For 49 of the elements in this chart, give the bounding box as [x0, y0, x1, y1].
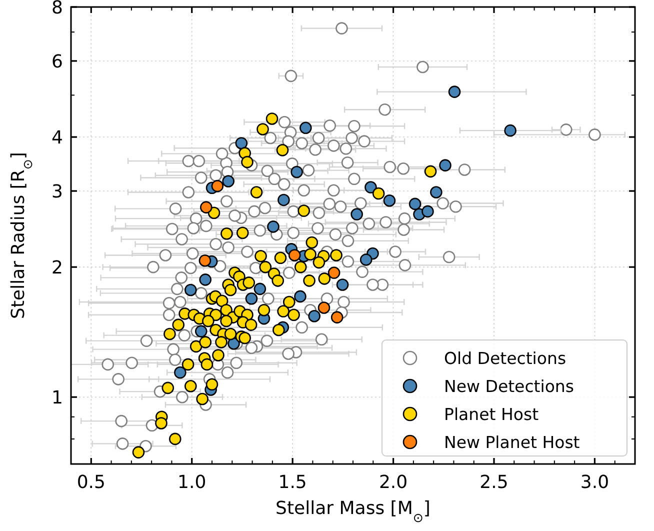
- point: [294, 290, 306, 303]
- point: [222, 175, 234, 188]
- point: [200, 201, 212, 214]
- x-tick-label: 2.0: [378, 472, 408, 493]
- point: [308, 310, 320, 322]
- point: [439, 159, 452, 172]
- y-tick-label: 6: [52, 51, 63, 72]
- point: [364, 181, 377, 194]
- point: [430, 186, 442, 198]
- point: [448, 86, 461, 98]
- point: [278, 194, 290, 206]
- point: [408, 198, 422, 210]
- point: [360, 254, 372, 266]
- point: [194, 325, 208, 338]
- y-tick-label: 8: [52, 0, 63, 18]
- point: [245, 292, 258, 305]
- y-tick-label: 4: [52, 127, 63, 148]
- y-tick-label: 1: [52, 387, 63, 408]
- point: [504, 124, 516, 137]
- point: [235, 137, 248, 150]
- x-tick-label: 3.0: [580, 472, 610, 493]
- point: [383, 194, 396, 207]
- legend-label: New Detections: [444, 376, 574, 396]
- point: [328, 266, 340, 279]
- x-tick-label: 2.5: [480, 472, 508, 493]
- point: [422, 205, 434, 218]
- legend-label: Planet Host: [444, 404, 540, 424]
- point: [288, 249, 301, 262]
- x-tick-label: 0.5: [76, 472, 106, 493]
- point: [336, 278, 349, 291]
- point: [254, 282, 266, 296]
- point: [300, 122, 312, 134]
- point: [267, 220, 280, 233]
- legend-label: Old Detections: [444, 348, 566, 368]
- x-tick-label: 1.0: [178, 472, 206, 493]
- point: [330, 311, 344, 324]
- x-tick-label: 1.5: [278, 472, 307, 493]
- point: [174, 366, 186, 379]
- point: [290, 166, 303, 178]
- y-tick-label: 2: [52, 257, 63, 278]
- point: [318, 302, 330, 314]
- legend-label: New Planet Host: [444, 432, 580, 452]
- point: [198, 254, 212, 267]
- point: [184, 284, 197, 296]
- point: [199, 274, 212, 286]
- x-axis-title: Stellar Mass [M$_{⊙}$]: [276, 498, 430, 524]
- point: [211, 180, 224, 192]
- y-tick-label: 3: [52, 181, 63, 202]
- point: [350, 208, 363, 220]
